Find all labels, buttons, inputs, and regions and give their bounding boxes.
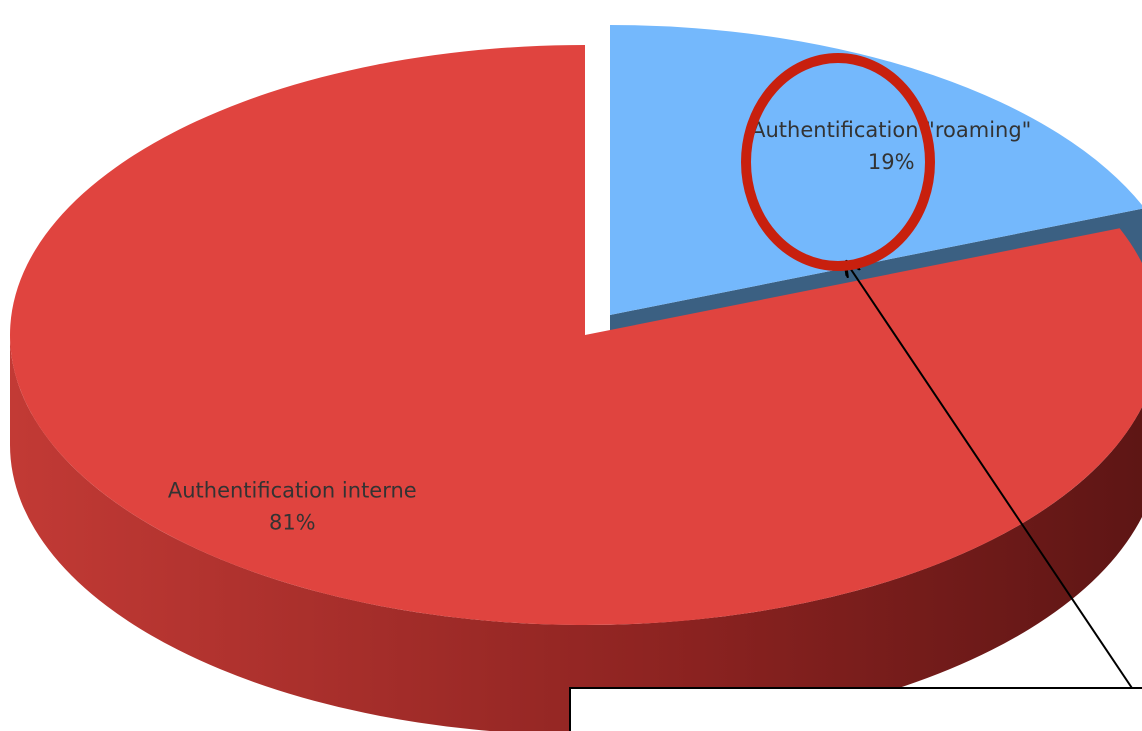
highlight-circle — [741, 53, 935, 271]
slice-side — [10, 335, 1142, 731]
annotation-box — [569, 687, 1142, 731]
annotation-arrow — [846, 262, 1141, 701]
slice — [610, 25, 1142, 315]
slice-value-label: 19% — [868, 150, 915, 174]
slice-label: Authentification interne — [168, 479, 417, 503]
pie — [10, 25, 1142, 731]
slice — [10, 45, 1142, 625]
slice-value-label: 81% — [269, 511, 316, 535]
slice-label: Authentification "roaming" — [751, 118, 1031, 142]
